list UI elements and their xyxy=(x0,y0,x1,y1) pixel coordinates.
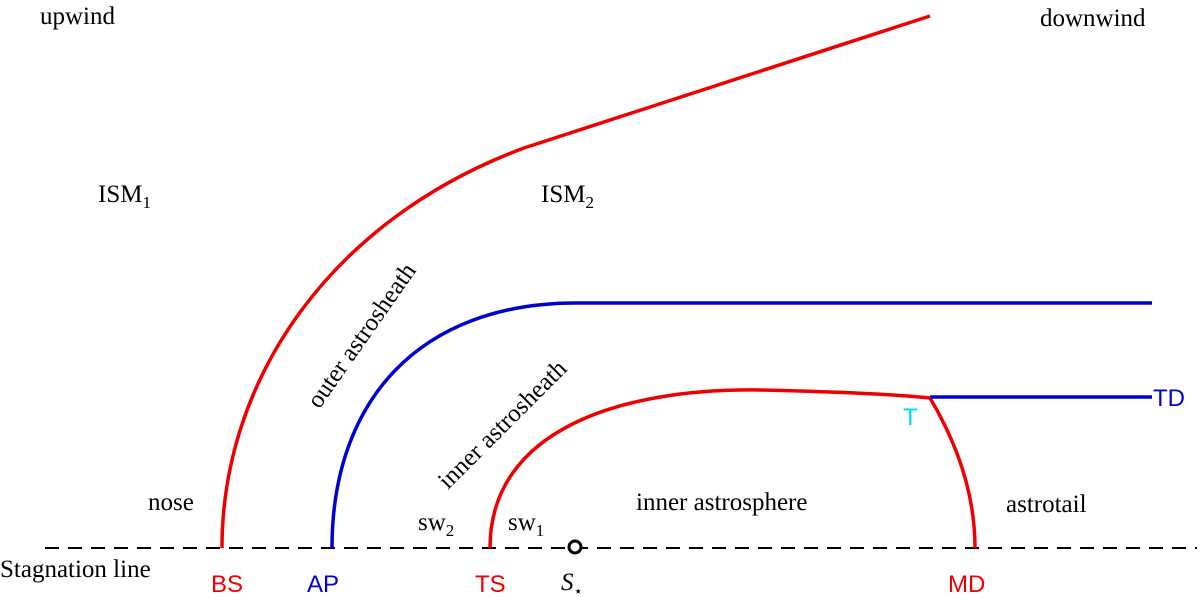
label: TS xyxy=(475,571,506,598)
label: downwind xyxy=(1040,5,1146,32)
label: MD xyxy=(948,571,985,598)
label: inner astrosheath xyxy=(433,355,573,495)
bow-shock xyxy=(220,14,931,549)
label: ISM1 xyxy=(98,181,151,212)
label: ISM2 xyxy=(541,181,594,212)
label: sw1 xyxy=(508,509,544,540)
astropause xyxy=(330,301,1152,549)
label: outer astrosheath xyxy=(302,258,422,413)
label: upwind xyxy=(40,3,116,30)
label: S⋆ xyxy=(561,569,583,598)
label-sub: 1 xyxy=(536,521,545,540)
label: inner astrosphere xyxy=(636,489,807,516)
termination-shock xyxy=(488,388,931,549)
label: ISM xyxy=(98,181,142,208)
label-sub: 2 xyxy=(585,193,594,212)
star xyxy=(567,539,583,555)
label-sub: 1 xyxy=(142,193,151,212)
label: ISM xyxy=(541,181,585,208)
label: sw2 xyxy=(418,509,454,540)
label: sw xyxy=(418,509,446,536)
mach-disk xyxy=(928,397,977,549)
label: TD xyxy=(1153,385,1185,412)
label: S xyxy=(561,569,574,596)
label: Stagnation line xyxy=(0,556,151,583)
label: nose xyxy=(148,489,194,516)
label: AP xyxy=(307,571,339,598)
label: sw xyxy=(508,509,536,536)
label-sub: ⋆ xyxy=(574,584,583,598)
label-sub: 2 xyxy=(446,521,455,540)
label: T xyxy=(903,404,918,431)
label: BS xyxy=(211,571,243,598)
label: astrotail xyxy=(1006,491,1087,518)
